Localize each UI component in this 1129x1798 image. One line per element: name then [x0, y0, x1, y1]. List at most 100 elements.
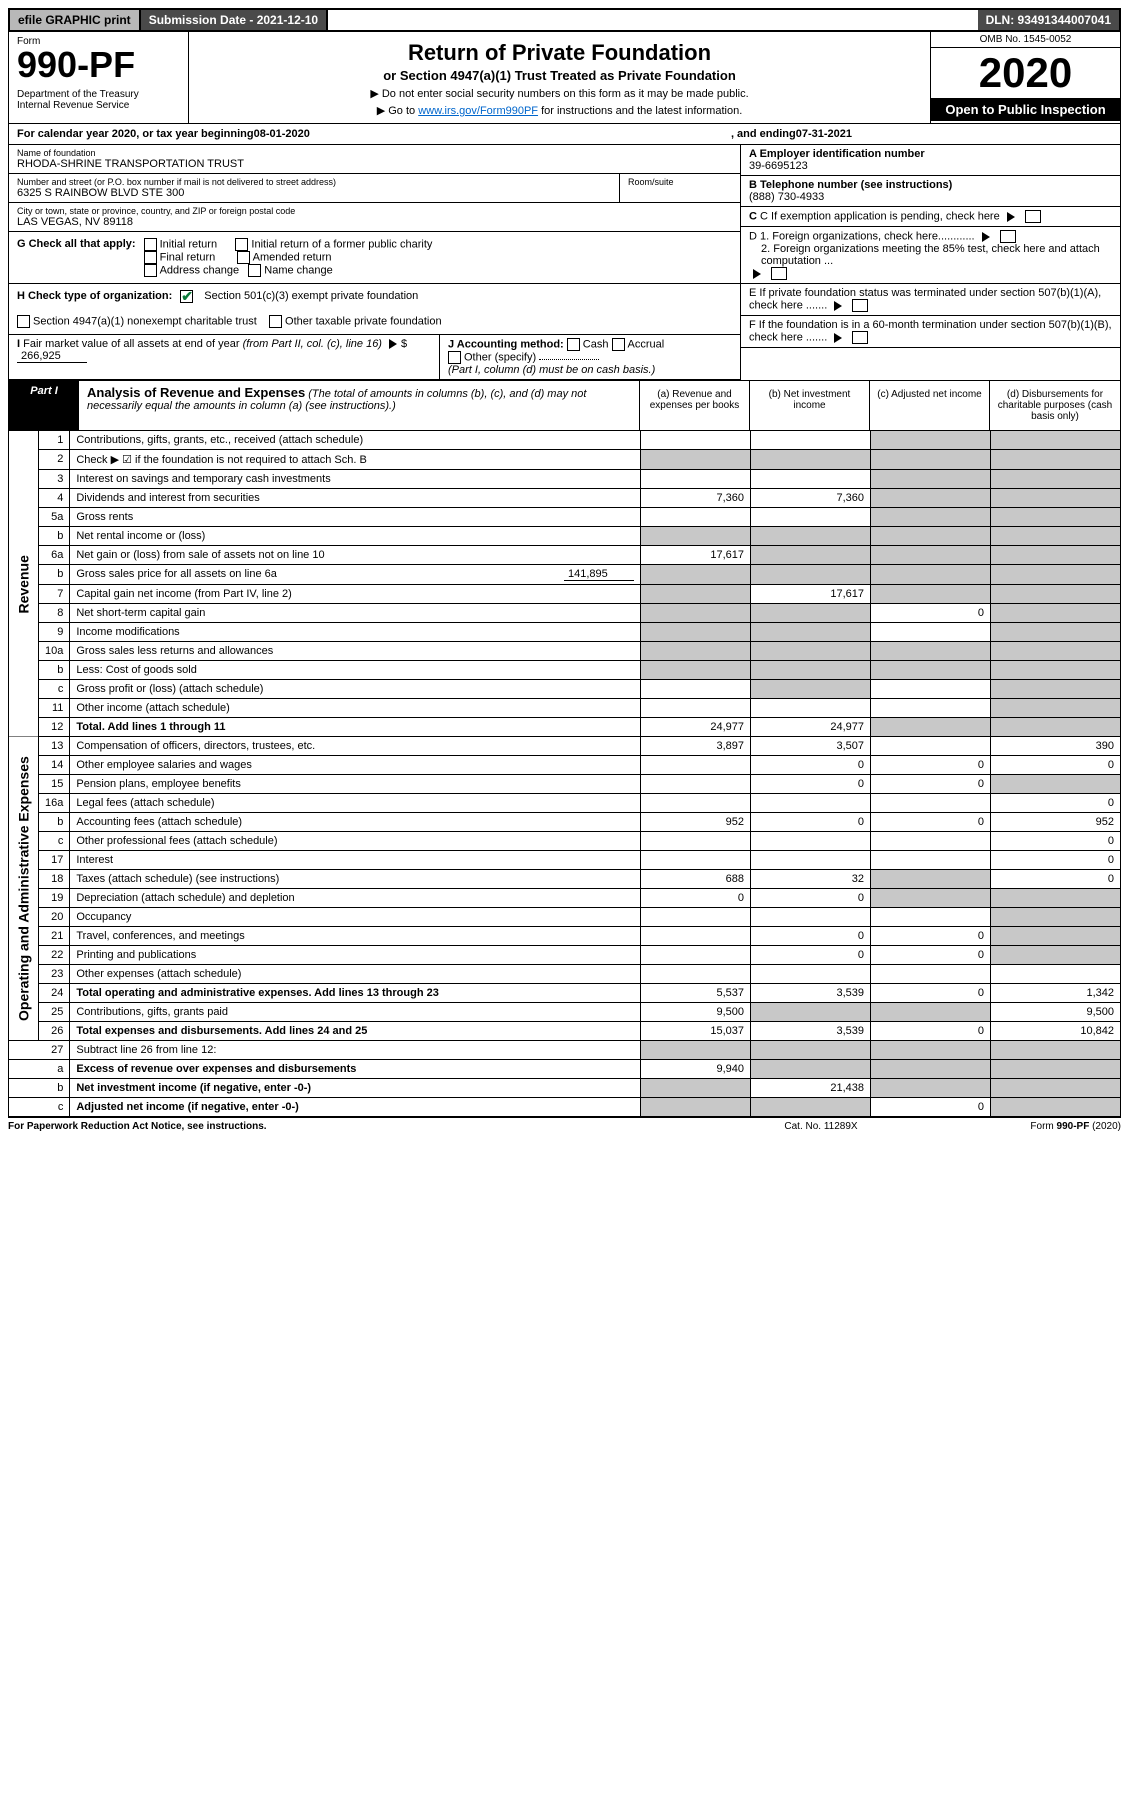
part1-table: Revenue1Contributions, gifts, grants, et…: [8, 431, 1121, 1117]
col-a-header: (a) Revenue and expenses per books: [640, 381, 750, 430]
chk-amended[interactable]: [237, 251, 250, 264]
line-num: 22: [39, 946, 70, 965]
line-num: c: [39, 832, 70, 851]
line-num: 15: [39, 775, 70, 794]
omb-number: OMB No. 1545-0052: [931, 32, 1120, 48]
line-desc: Gross rents: [70, 508, 641, 527]
top-bar: efile GRAPHIC print Submission Date - 20…: [8, 8, 1121, 32]
note-ssn: ▶ Do not enter social security numbers o…: [199, 87, 920, 100]
chk-d2[interactable]: [771, 267, 787, 280]
footer-left: For Paperwork Reduction Act Notice, see …: [8, 1121, 721, 1132]
city: LAS VEGAS, NV 89118: [17, 216, 732, 228]
page-footer: For Paperwork Reduction Act Notice, see …: [8, 1117, 1121, 1132]
part1-tab: Part I: [9, 381, 79, 430]
foundation-name: RHODA-SHRINE TRANSPORTATION TRUST: [17, 158, 732, 170]
dln: DLN: 93491344007041: [978, 10, 1119, 30]
line-desc: Pension plans, employee benefits: [70, 775, 641, 794]
line-num: 25: [39, 1003, 70, 1022]
chk-cash[interactable]: [567, 338, 580, 351]
line-desc: Interest on savings and temporary cash i…: [70, 470, 641, 489]
line-desc: Other employee salaries and wages: [70, 756, 641, 775]
line-desc: Total. Add lines 1 through 11: [70, 718, 641, 737]
form-title: Return of Private Foundation: [199, 40, 920, 66]
chk-501c3[interactable]: [180, 290, 193, 303]
line-num: 12: [39, 718, 70, 737]
footer-cat: Cat. No. 11289X: [721, 1121, 921, 1132]
line-desc: Depreciation (attach schedule) and deple…: [70, 889, 641, 908]
line-num: 23: [39, 965, 70, 984]
line-num: 1: [39, 431, 70, 450]
revenue-side-label: Revenue: [9, 431, 39, 737]
line-num: b: [39, 813, 70, 832]
chk-e[interactable]: [852, 299, 868, 312]
year-begin: 08-01-2020: [254, 128, 310, 140]
line-desc: Dividends and interest from securities: [70, 489, 641, 508]
chk-initial-public[interactable]: [235, 238, 248, 251]
line-num: 21: [39, 927, 70, 946]
dept-label: Department of the TreasuryInternal Reven…: [17, 89, 180, 111]
chk-address-change[interactable]: [144, 264, 157, 277]
chk-name-change[interactable]: [248, 264, 261, 277]
section-h: H Check type of organization: Section 50…: [9, 284, 740, 335]
ein: 39-6695123: [749, 160, 1112, 172]
address: 6325 S RAINBOW BLVD STE 300: [17, 187, 611, 199]
chk-accrual[interactable]: [612, 338, 625, 351]
chk-4947[interactable]: [17, 315, 30, 328]
line-desc: Interest: [70, 851, 641, 870]
ein-label: A Employer identification number: [749, 148, 1112, 160]
line-desc: Subtract line 26 from line 12:: [70, 1041, 641, 1060]
line-num: 2: [39, 450, 70, 470]
chk-d1[interactable]: [1000, 230, 1016, 243]
line-num: b: [39, 661, 70, 680]
line-desc: Income modifications: [70, 623, 641, 642]
line-desc: Contributions, gifts, grants, etc., rece…: [70, 431, 641, 450]
chk-c[interactable]: [1025, 210, 1041, 223]
room-label: Room/suite: [628, 177, 732, 187]
year-end: 07-31-2021: [796, 128, 852, 140]
line-num: 14: [39, 756, 70, 775]
line-num: 20: [39, 908, 70, 927]
line-num: b: [39, 1079, 70, 1098]
line-desc: Gross sales less returns and allowances: [70, 642, 641, 661]
line-num: c: [39, 680, 70, 699]
line-desc: Capital gain net income (from Part IV, l…: [70, 585, 641, 604]
section-d: D 1. Foreign organizations, check here..…: [741, 227, 1120, 284]
line-desc: Other professional fees (attach schedule…: [70, 832, 641, 851]
col-b-header: (b) Net investment income: [750, 381, 870, 430]
line-desc: Contributions, gifts, grants paid: [70, 1003, 641, 1022]
note-link: ▶ Go to www.irs.gov/Form990PF for instru…: [199, 104, 920, 117]
line-desc: Legal fees (attach schedule): [70, 794, 641, 813]
chk-final-return[interactable]: [144, 251, 157, 264]
line-desc: Printing and publications: [70, 946, 641, 965]
line-num: b: [39, 565, 70, 585]
line-num: 26: [39, 1022, 70, 1041]
line-num: b: [39, 527, 70, 546]
chk-initial-return[interactable]: [144, 238, 157, 251]
col-c-header: (c) Adjusted net income: [870, 381, 990, 430]
fmv-value: 266,925: [17, 350, 87, 363]
line-num: 13: [39, 737, 70, 756]
chk-other-method[interactable]: [448, 351, 461, 364]
line-desc: Travel, conferences, and meetings: [70, 927, 641, 946]
line-desc: Compensation of officers, directors, tru…: [70, 737, 641, 756]
foundation-name-label: Name of foundation: [17, 148, 732, 158]
chk-other-taxable[interactable]: [269, 315, 282, 328]
line-num: 3: [39, 470, 70, 489]
line-num: 7: [39, 585, 70, 604]
chk-f[interactable]: [852, 331, 868, 344]
line-num: 4: [39, 489, 70, 508]
line-desc: Check ▶ ☑ if the foundation is not requi…: [70, 450, 641, 470]
address-label: Number and street (or P.O. box number if…: [17, 177, 611, 187]
line-num: 10a: [39, 642, 70, 661]
line-desc: Accounting fees (attach schedule): [70, 813, 641, 832]
open-inspection: Open to Public Inspection: [931, 98, 1120, 121]
line-desc: Occupancy: [70, 908, 641, 927]
line-desc: Net short-term capital gain: [70, 604, 641, 623]
line-desc: Adjusted net income (if negative, enter …: [70, 1098, 641, 1117]
footer-form: Form 990-PF (2020): [921, 1121, 1121, 1132]
instructions-link[interactable]: www.irs.gov/Form990PF: [418, 105, 538, 117]
line-desc: Total operating and administrative expen…: [70, 984, 641, 1003]
line-desc: Gross profit or (loss) (attach schedule): [70, 680, 641, 699]
line-num: 27: [39, 1041, 70, 1060]
form-header: Form 990-PF Department of the TreasuryIn…: [8, 32, 1121, 124]
